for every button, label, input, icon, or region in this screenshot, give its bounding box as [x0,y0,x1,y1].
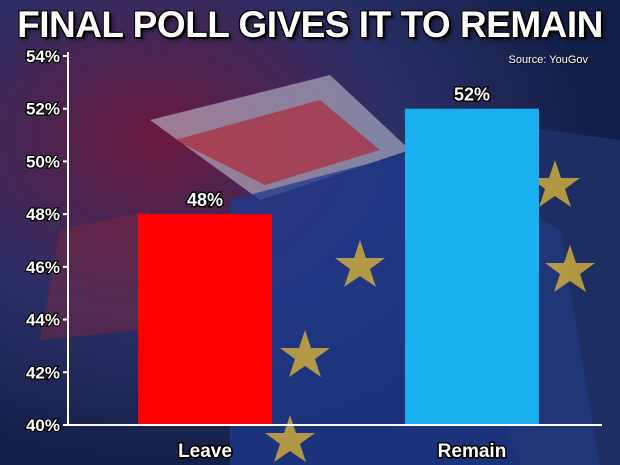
y-tick-label: 54% [26,47,60,66]
y-tick-label: 44% [26,311,60,330]
category-label-leave: Leave [178,441,232,462]
y-tick-label: 48% [26,205,60,224]
chart-title: FINAL POLL GIVES IT TO REMAIN [17,4,603,45]
data-label-remain: 52% [454,85,490,105]
y-tick-label: 52% [26,100,60,119]
y-tick-label: 40% [26,416,60,435]
data-label-leave: 48% [187,190,223,210]
category-label-remain: Remain [438,441,507,462]
y-tick-label: 42% [26,363,60,382]
eu-stars [265,160,595,462]
bar-remain [405,108,539,425]
y-tick-label: 46% [26,258,60,277]
source-note: Source: YouGov [508,54,588,66]
bar-leave [138,214,272,425]
y-tick-label: 50% [26,152,60,171]
